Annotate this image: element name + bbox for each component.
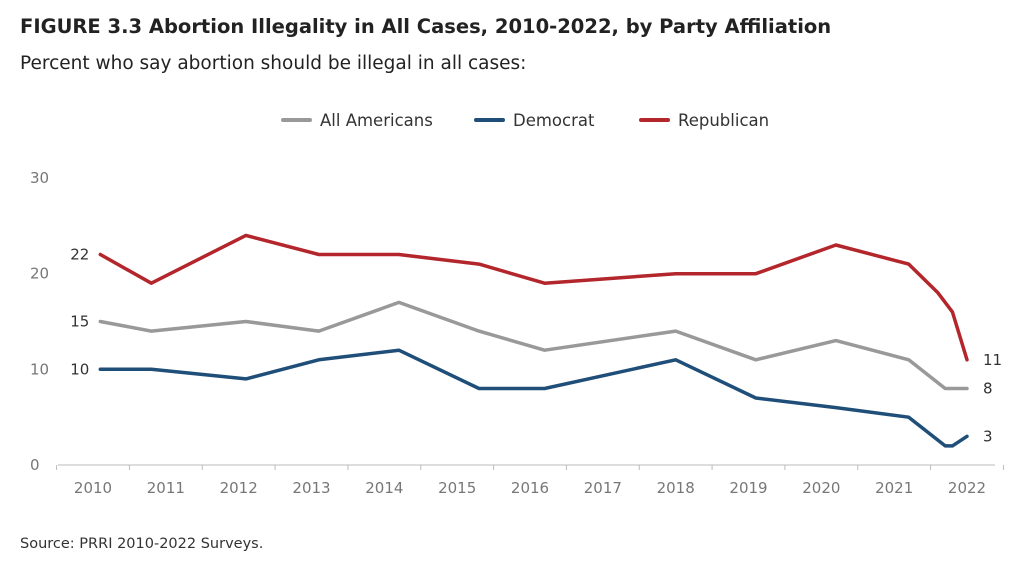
- legend-label: All Americans: [320, 111, 433, 130]
- x-tick-label: 2010: [74, 479, 112, 497]
- series-lines: [98, 233, 969, 448]
- legend-item: All Americans: [281, 111, 433, 130]
- chart-legend: All Americans Democrat Republican: [281, 111, 769, 130]
- line-chart: All Americans Democrat Republican 0102030 …: [30, 111, 1004, 497]
- x-tick-label: 2013: [292, 479, 330, 497]
- x-tick-label: 2017: [584, 479, 622, 497]
- data-label: 15: [70, 313, 89, 331]
- x-tick-label: 2012: [220, 479, 258, 497]
- chart-source-note: Source: PRRI 2010-2022 Surveys.: [20, 536, 264, 552]
- series-line-democrat: [98, 348, 969, 448]
- y-tick-label: 30: [30, 169, 49, 187]
- chart-subtitle: Percent who say abortion should be illeg…: [20, 53, 527, 74]
- x-tick-label: 2016: [511, 479, 549, 497]
- data-label: 8: [983, 379, 993, 397]
- x-tick-label: 2011: [147, 479, 185, 497]
- x-tick-label: 2014: [365, 479, 403, 497]
- legend-item: Republican: [639, 111, 769, 130]
- data-label: 11: [983, 351, 1002, 369]
- series-line-republican: [98, 233, 969, 362]
- y-tick-label: 20: [30, 265, 49, 283]
- x-tick-label: 2015: [438, 479, 476, 497]
- x-axis: 2010 2011 2012 2013 2014 2015 2016 2017 2018 2019…: [56, 464, 1004, 497]
- y-axis: 0 10 20 30: [30, 169, 49, 474]
- data-label: 3: [983, 427, 993, 445]
- chart-title: FIGURE 3.3 Abortion Illegality in All Ca…: [20, 15, 832, 38]
- legend-label: Republican: [678, 111, 769, 130]
- x-tick-label: 2018: [657, 479, 695, 497]
- data-label: 22: [70, 246, 89, 264]
- x-tick-label: 2021: [875, 479, 913, 497]
- legend-label: Democrat: [513, 111, 595, 130]
- legend-item: Democrat: [474, 111, 595, 130]
- data-label: 10: [70, 360, 89, 378]
- x-tick-label: 2020: [802, 479, 840, 497]
- y-tick-label: 0: [30, 456, 40, 474]
- x-tick-label: 2022: [948, 479, 986, 497]
- x-tick-label: 2019: [729, 479, 767, 497]
- data-labels: 15 8 10 3 22 11: [70, 246, 1002, 446]
- y-tick-label: 10: [30, 360, 49, 378]
- series-line-all-americans: [98, 300, 969, 391]
